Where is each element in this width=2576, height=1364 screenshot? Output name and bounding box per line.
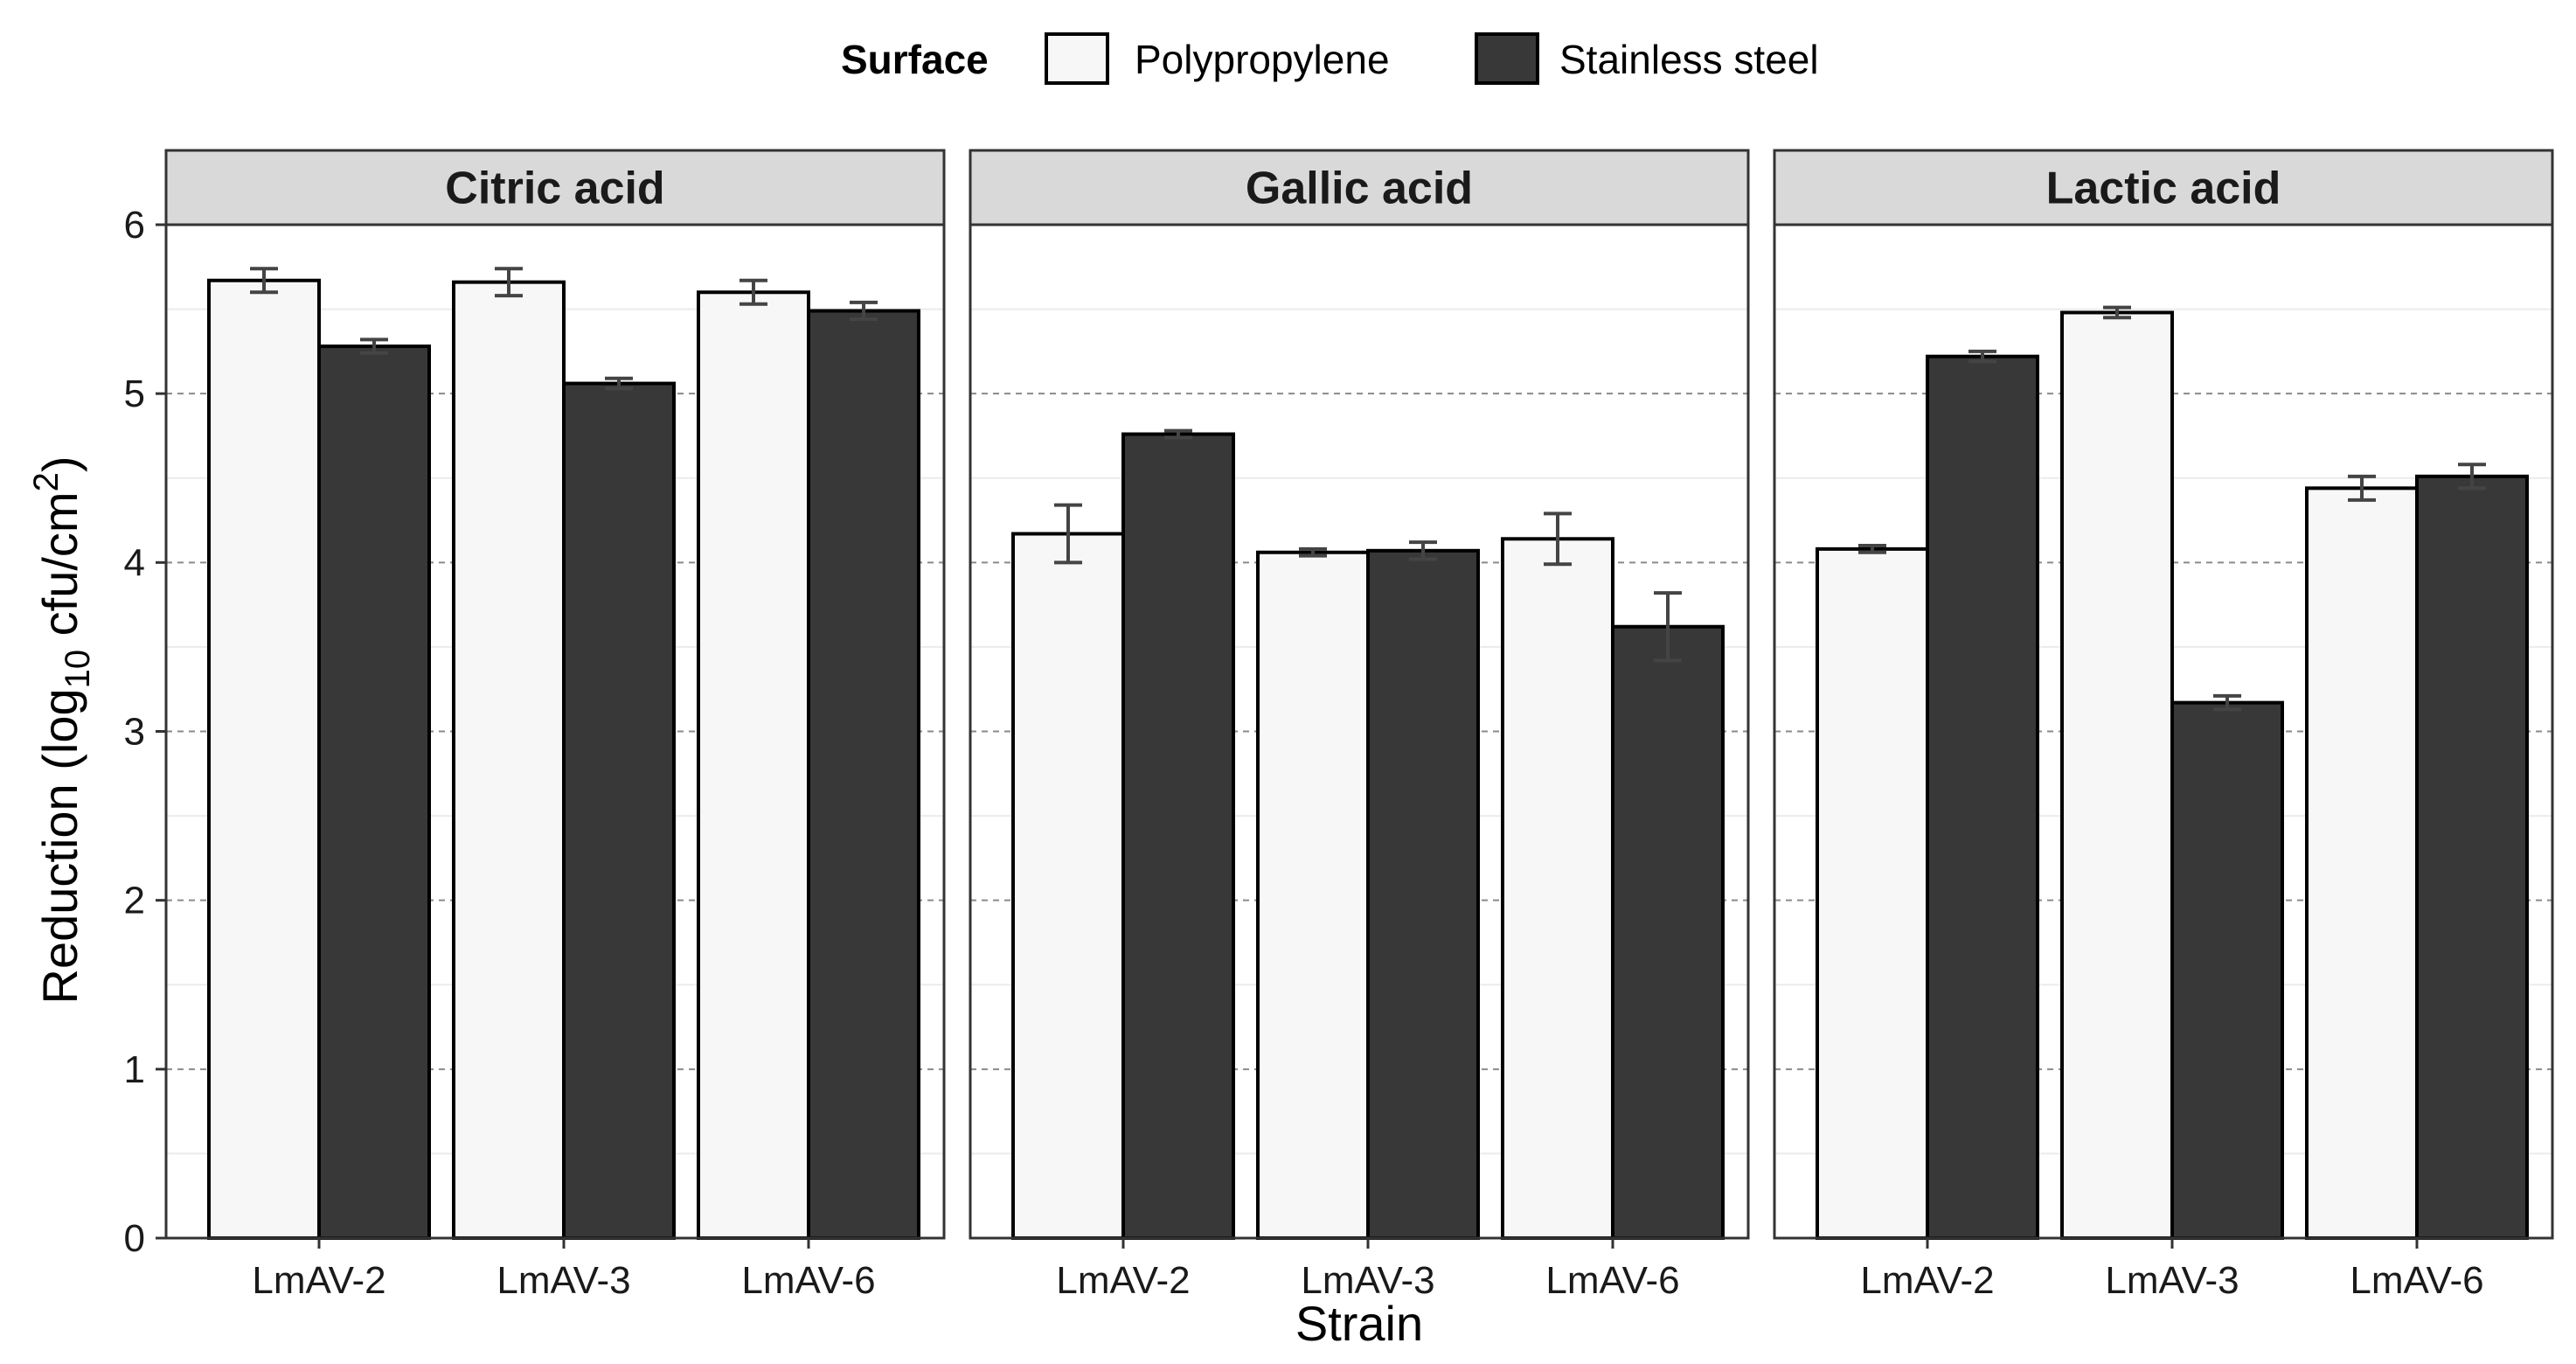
error-bar bbox=[2348, 474, 2376, 502]
facet-strip bbox=[1773, 149, 2554, 226]
legend-title: Surface bbox=[841, 37, 989, 82]
x-tick-label: LmAV-6 bbox=[1545, 1259, 1679, 1302]
bar bbox=[1926, 354, 2039, 1241]
bar bbox=[452, 280, 566, 1241]
bar bbox=[1366, 548, 1480, 1240]
x-tick-label: LmAV-2 bbox=[1056, 1259, 1190, 1302]
error-bar bbox=[1544, 512, 1572, 567]
y-title-subscript: 10 bbox=[59, 650, 97, 689]
y-title-superscript: 2 bbox=[27, 472, 66, 491]
error-bar bbox=[739, 278, 767, 306]
error-bar bbox=[850, 300, 878, 322]
x-tick-label: LmAV-2 bbox=[252, 1259, 385, 1302]
facet-title: Citric acid bbox=[445, 164, 664, 214]
error-bar bbox=[360, 338, 388, 355]
facet-title: Lactic acid bbox=[2046, 164, 2281, 214]
error-bar bbox=[1968, 349, 1996, 364]
facet-panel: Lactic acid bbox=[1773, 149, 2554, 1241]
bar bbox=[317, 344, 431, 1240]
facet-strip bbox=[164, 149, 946, 226]
bar bbox=[807, 309, 920, 1240]
error-bar bbox=[250, 267, 278, 295]
x-tick-label: LmAV-3 bbox=[496, 1259, 630, 1302]
legend-key bbox=[1475, 32, 1539, 85]
bar bbox=[1256, 550, 1370, 1240]
bar bbox=[2305, 486, 2419, 1240]
bar bbox=[1501, 537, 1614, 1240]
error-bar bbox=[1054, 503, 1082, 565]
y-tick-label: 2 bbox=[124, 880, 145, 922]
error-bar bbox=[1858, 544, 1886, 554]
x-tick-label: LmAV-6 bbox=[2350, 1259, 2483, 1302]
error-bar bbox=[2103, 305, 2131, 320]
x-tick-label: LmAV-6 bbox=[741, 1259, 875, 1302]
y-axis: 0 1 2 3 4 5 6 bbox=[124, 204, 166, 1260]
bar bbox=[1611, 624, 1725, 1240]
bar bbox=[2060, 310, 2174, 1240]
bar bbox=[562, 381, 676, 1240]
facet-panel: Gallic acid bbox=[969, 149, 1750, 1240]
bar bbox=[2170, 700, 2284, 1240]
y-title-main: Reduction (log bbox=[32, 688, 87, 1004]
bar bbox=[1816, 546, 1929, 1240]
y-tick-label: 0 bbox=[124, 1217, 145, 1260]
legend-key bbox=[1045, 32, 1109, 85]
x-axis: LmAV-2 LmAV-3 LmAV-6 LmAV-2 LmAV-3 LmAV-6 LmAV… bbox=[252, 1238, 2484, 1302]
legend-label: Polypropylene bbox=[1135, 37, 1390, 82]
y-axis-title: Reduction (log10 cfu/cm2) bbox=[27, 456, 97, 1005]
error-bar bbox=[1654, 591, 1682, 663]
y-title-unit: cfu/cm bbox=[32, 491, 87, 649]
bar bbox=[697, 290, 810, 1240]
error-bar bbox=[1164, 428, 1192, 440]
y-tick-label: 6 bbox=[124, 204, 145, 247]
y-tick-label: 3 bbox=[124, 711, 145, 754]
x-axis-title: Strain bbox=[1295, 1296, 1423, 1351]
y-tick-label: 1 bbox=[124, 1048, 145, 1091]
facet-strip bbox=[969, 149, 1750, 226]
x-tick-label: LmAV-3 bbox=[1301, 1259, 1434, 1302]
legend-label: Stainless steel bbox=[1559, 37, 1819, 82]
bar bbox=[1121, 432, 1235, 1240]
facet-panels: Citric acid Gallic acid Lactic acid bbox=[164, 149, 2554, 1241]
legend: Surface Polypropylene Stainless steel bbox=[841, 32, 1819, 85]
error-bar bbox=[605, 376, 633, 391]
facet-panel: Citric acid bbox=[164, 149, 946, 1241]
x-tick-label: LmAV-3 bbox=[2105, 1259, 2239, 1302]
bar bbox=[1011, 532, 1125, 1240]
bar bbox=[2415, 474, 2529, 1240]
error-bar bbox=[2458, 463, 2486, 491]
bar bbox=[207, 278, 321, 1240]
y-tick-label: 5 bbox=[124, 372, 145, 415]
error-bar bbox=[1299, 546, 1327, 558]
error-bar bbox=[495, 267, 523, 298]
x-tick-label: LmAV-2 bbox=[1860, 1259, 1994, 1302]
y-title-close: ) bbox=[32, 456, 87, 473]
facet-title: Gallic acid bbox=[1246, 164, 1473, 214]
error-bar bbox=[1409, 540, 1437, 561]
error-bar bbox=[2213, 693, 2241, 712]
y-tick-label: 4 bbox=[124, 541, 145, 584]
